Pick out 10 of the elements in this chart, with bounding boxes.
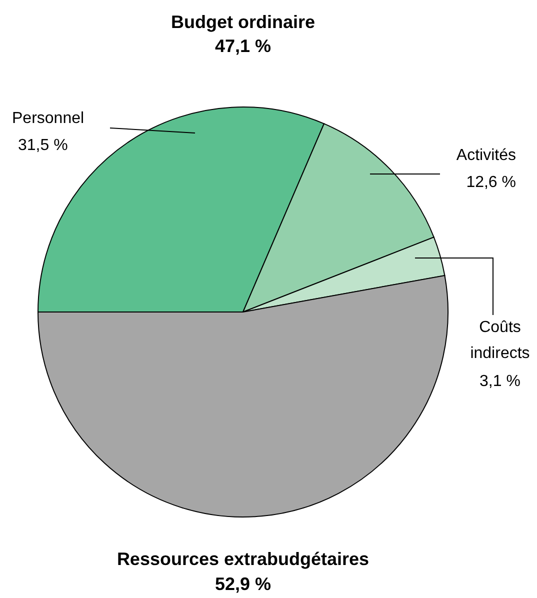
chart-subtitle: 47,1 % — [214, 36, 272, 56]
slice-label: Personnel — [12, 110, 84, 127]
data-label: 52,9 % — [214, 574, 272, 594]
chart-title: Budget ordinaire — [170, 12, 316, 32]
slice-label: Coûts indirects — [470, 319, 530, 362]
data-label: 12,6 % — [466, 174, 516, 191]
data-label: 3,1 % — [480, 373, 520, 390]
slice-label: Activités — [456, 147, 516, 164]
slice-label: Ressources extrabudgétaires — [116, 549, 370, 569]
data-label: 31,5 % — [18, 137, 68, 154]
